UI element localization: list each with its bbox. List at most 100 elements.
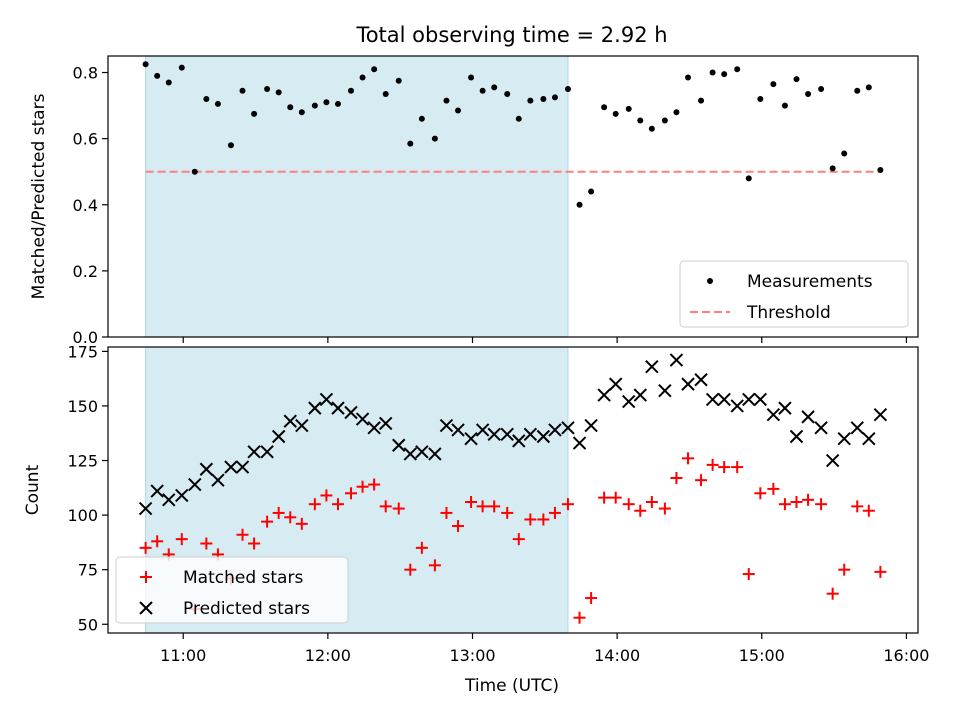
matched-point	[561, 498, 574, 511]
predicted-point	[451, 423, 465, 437]
measurement-point	[601, 104, 608, 111]
predicted-point	[561, 421, 575, 435]
predicted-point	[536, 429, 551, 444]
measurement-point	[178, 64, 185, 71]
measurement-point	[709, 69, 716, 76]
measurement-point	[142, 61, 149, 68]
measurement-point	[576, 201, 583, 208]
count-panel: 50 75 100 125 150 175 11:00 12:00 13:00 14:00 15:0…	[23, 342, 929, 665]
y-tick-label: 75	[78, 561, 98, 580]
series-predicted-stars	[138, 353, 888, 516]
matched-point	[261, 515, 274, 528]
x-axis-label: Time (UTC)	[464, 676, 559, 696]
measurement-point	[311, 102, 318, 109]
predicted-point	[367, 421, 381, 435]
predicted-point	[753, 392, 768, 407]
predicted-point	[295, 418, 309, 433]
matched-point	[790, 496, 803, 509]
x-tick-label: 14:00	[594, 646, 640, 665]
predicted-point	[645, 359, 659, 374]
predicted-point	[500, 427, 514, 442]
predicted-point	[379, 416, 393, 431]
measurement-point	[214, 100, 221, 107]
predicted-point	[199, 462, 214, 476]
y-axis-label: Count	[23, 464, 43, 515]
matched-point	[585, 592, 598, 605]
predicted-point	[814, 421, 828, 435]
matched-point	[272, 506, 285, 519]
measurement-point	[371, 66, 378, 73]
measurement-point	[455, 107, 462, 114]
predicted-point	[188, 477, 202, 492]
matched-point	[767, 482, 780, 495]
measurement-point	[359, 74, 366, 81]
predicted-point	[658, 383, 672, 398]
predicted-point	[344, 405, 358, 420]
plot-frame	[107, 55, 919, 338]
measurement-point	[818, 86, 825, 93]
y-tick-label: 0.0	[73, 328, 98, 347]
measurement-point	[829, 165, 836, 172]
predicted-point	[403, 447, 418, 461]
predicted-point	[778, 401, 792, 415]
measurement-point	[323, 99, 330, 106]
legend-entry: Threshold	[690, 303, 831, 323]
predicted-point	[271, 429, 286, 444]
measurement-point	[637, 117, 644, 124]
matched-point	[754, 487, 767, 500]
matched-point	[175, 533, 188, 546]
predicted-point	[789, 429, 804, 444]
y-tick-label: 0.8	[73, 64, 98, 83]
predicted-point	[355, 412, 370, 426]
matched-point	[379, 500, 392, 513]
matched-point	[452, 520, 465, 533]
predicted-point	[717, 392, 731, 407]
predicted-point	[705, 392, 720, 407]
measurement-point	[734, 66, 741, 73]
legend-marker	[707, 278, 713, 284]
matched-point	[622, 498, 635, 511]
matched-point	[501, 506, 514, 519]
measurement-point	[673, 109, 680, 116]
matched-point	[151, 535, 164, 548]
plot-frame	[107, 346, 919, 634]
predicted-point	[235, 460, 250, 474]
matched-point	[731, 461, 744, 474]
matched-point	[874, 565, 887, 578]
predicted-point	[439, 418, 454, 433]
matched-point	[345, 487, 357, 500]
y-axis-label: Matched/Predicted stars	[29, 93, 49, 299]
measurement-point	[468, 74, 475, 81]
y-tick-label: 100	[67, 506, 98, 525]
predicted-point	[801, 410, 815, 424]
measurement-point	[625, 105, 632, 112]
predicted-point	[730, 399, 744, 413]
matched-point	[488, 500, 501, 513]
x-tick-label: 13:00	[449, 646, 495, 665]
matched-point	[284, 511, 297, 524]
matched-point	[598, 491, 611, 504]
predicted-point	[475, 423, 490, 437]
x-tick-label: 11:00	[160, 646, 206, 665]
measurement-point	[698, 97, 705, 104]
legend-marker	[139, 601, 153, 615]
measurement-point	[154, 72, 161, 79]
matched-point	[236, 528, 249, 541]
legend-entry: Measurements	[707, 272, 873, 292]
matched-point	[320, 489, 333, 502]
predicted-point	[850, 421, 864, 435]
measurement-point	[540, 95, 547, 102]
measurement-point	[588, 188, 595, 195]
matched-point	[512, 533, 525, 546]
matched-point	[682, 452, 695, 465]
measurement-point	[504, 91, 511, 98]
matched-point	[645, 496, 658, 509]
predicted-point	[512, 434, 526, 448]
measurement-point	[805, 91, 812, 98]
measurement-point	[382, 91, 389, 98]
measurement-point	[191, 168, 198, 175]
measurement-point	[770, 81, 777, 88]
matched-point	[778, 498, 791, 511]
